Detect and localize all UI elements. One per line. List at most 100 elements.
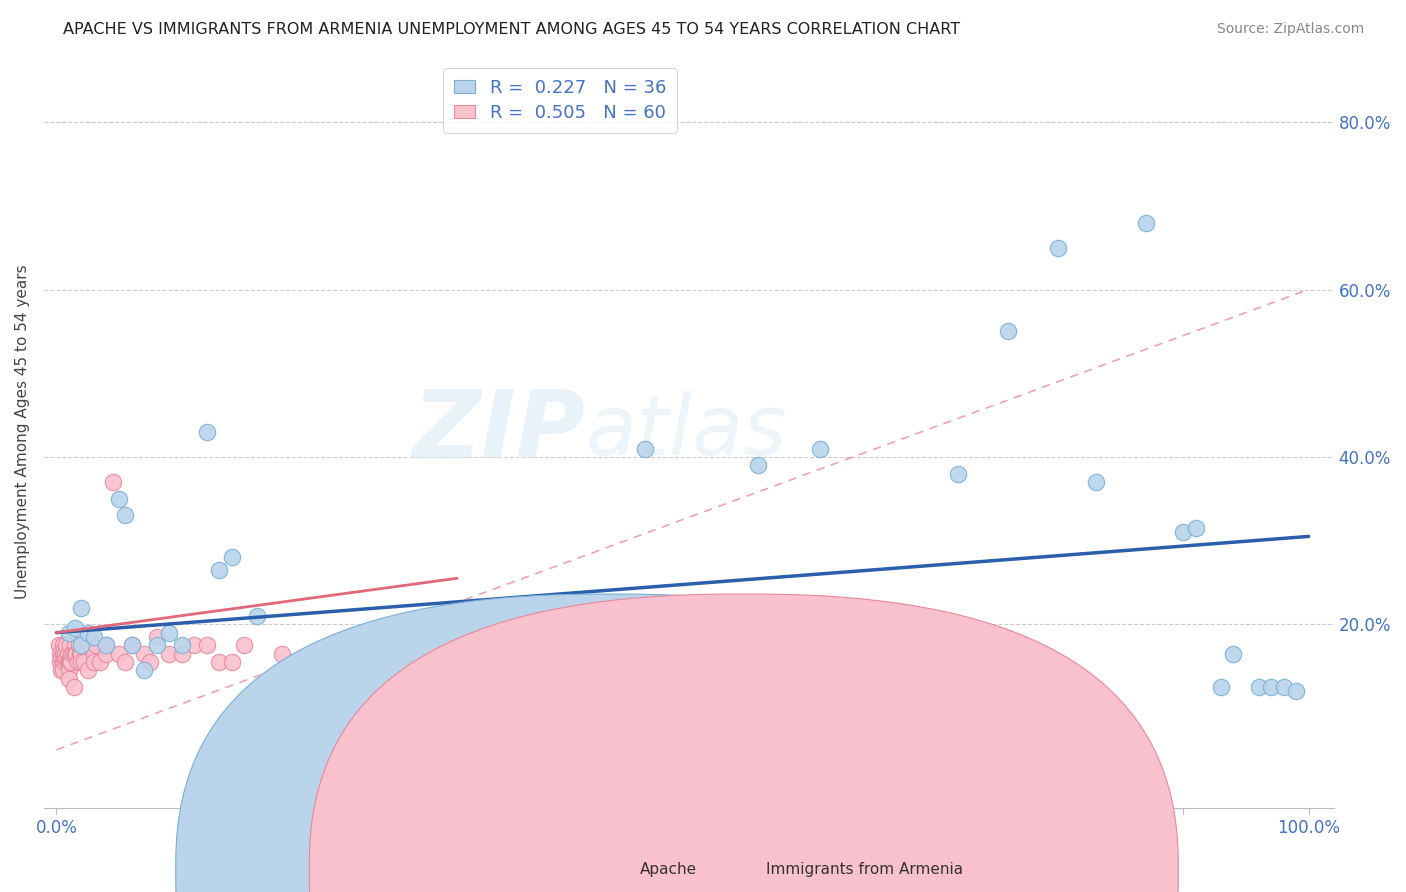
Point — [58, 655, 80, 669]
Point — [308, 655, 330, 669]
Point — [83, 655, 105, 669]
Point — [70, 600, 93, 615]
Point — [76, 625, 98, 640]
Point — [208, 655, 231, 669]
Point — [1272, 680, 1295, 694]
Point — [58, 625, 80, 640]
Point — [48, 638, 70, 652]
Point — [1285, 684, 1308, 698]
Point — [145, 638, 167, 652]
Point — [51, 650, 73, 665]
Point — [433, 613, 456, 627]
Point — [139, 655, 162, 669]
Text: APACHE VS IMMIGRANTS FROM ARMENIA UNEMPLOYMENT AMONG AGES 45 TO 54 YEARS CORRELA: APACHE VS IMMIGRANTS FROM ARMENIA UNEMPL… — [63, 22, 960, 37]
Point — [63, 680, 86, 694]
Point — [70, 638, 93, 652]
Point — [55, 650, 77, 665]
Point — [86, 638, 108, 652]
Point — [808, 442, 831, 456]
Point — [96, 638, 118, 652]
Point — [96, 647, 118, 661]
Text: atlas: atlas — [585, 392, 787, 472]
Point — [1247, 680, 1270, 694]
Point — [52, 655, 75, 669]
Point — [270, 647, 292, 661]
Point — [62, 647, 84, 661]
Point — [108, 647, 131, 661]
Point — [56, 655, 79, 669]
Point — [58, 663, 80, 677]
Point — [52, 663, 75, 677]
Point — [1047, 241, 1070, 255]
Point — [69, 647, 91, 661]
Point — [1260, 680, 1282, 694]
Text: ZIP: ZIP — [413, 386, 585, 478]
Point — [1084, 475, 1107, 489]
Point — [946, 467, 969, 481]
Point — [56, 647, 79, 661]
Point — [101, 475, 124, 489]
Point — [49, 647, 72, 661]
Point — [221, 655, 243, 669]
Point — [52, 638, 75, 652]
Point — [1135, 215, 1157, 229]
Point — [63, 622, 86, 636]
Point — [170, 638, 193, 652]
Point — [76, 663, 98, 677]
Point — [1185, 521, 1208, 535]
Point — [1173, 525, 1195, 540]
Point — [70, 647, 93, 661]
Point — [634, 442, 657, 456]
Point — [114, 655, 136, 669]
Point — [59, 638, 82, 652]
Point — [51, 663, 73, 677]
Point — [52, 642, 75, 657]
Point — [66, 655, 89, 669]
Point — [52, 650, 75, 665]
Point — [60, 647, 83, 661]
Point — [1222, 647, 1244, 661]
Text: Source: ZipAtlas.com: Source: ZipAtlas.com — [1216, 22, 1364, 37]
Text: Apache: Apache — [640, 863, 697, 877]
Point — [55, 638, 77, 652]
Point — [76, 638, 98, 652]
Point — [121, 638, 143, 652]
Point — [96, 638, 118, 652]
Text: Immigrants from Armenia: Immigrants from Armenia — [766, 863, 963, 877]
Point — [83, 630, 105, 644]
Point — [67, 638, 90, 652]
Point — [63, 638, 86, 652]
Point — [170, 647, 193, 661]
Point — [58, 672, 80, 686]
Point — [997, 324, 1019, 338]
Point — [53, 655, 76, 669]
Point — [63, 647, 86, 661]
Point — [747, 458, 769, 473]
Point — [70, 655, 93, 669]
Point — [121, 638, 143, 652]
Point — [114, 508, 136, 523]
Point — [83, 647, 105, 661]
Point — [132, 647, 155, 661]
Point — [157, 625, 180, 640]
Point — [283, 655, 305, 669]
Point — [1209, 680, 1232, 694]
Point — [53, 647, 76, 661]
Y-axis label: Unemployment Among Ages 45 to 54 years: Unemployment Among Ages 45 to 54 years — [15, 265, 30, 599]
Point — [246, 609, 269, 624]
Point — [89, 655, 111, 669]
Point — [132, 663, 155, 677]
Point — [420, 609, 443, 624]
Point — [221, 550, 243, 565]
Point — [208, 563, 231, 577]
Point — [60, 655, 83, 669]
Point — [108, 491, 131, 506]
Legend: R =  0.227   N = 36, R =  0.505   N = 60: R = 0.227 N = 36, R = 0.505 N = 60 — [443, 68, 676, 133]
Point — [52, 647, 75, 661]
Point — [73, 655, 96, 669]
Point — [145, 630, 167, 644]
Point — [157, 647, 180, 661]
Point — [233, 638, 256, 652]
Point — [195, 425, 218, 439]
Point — [65, 647, 87, 661]
